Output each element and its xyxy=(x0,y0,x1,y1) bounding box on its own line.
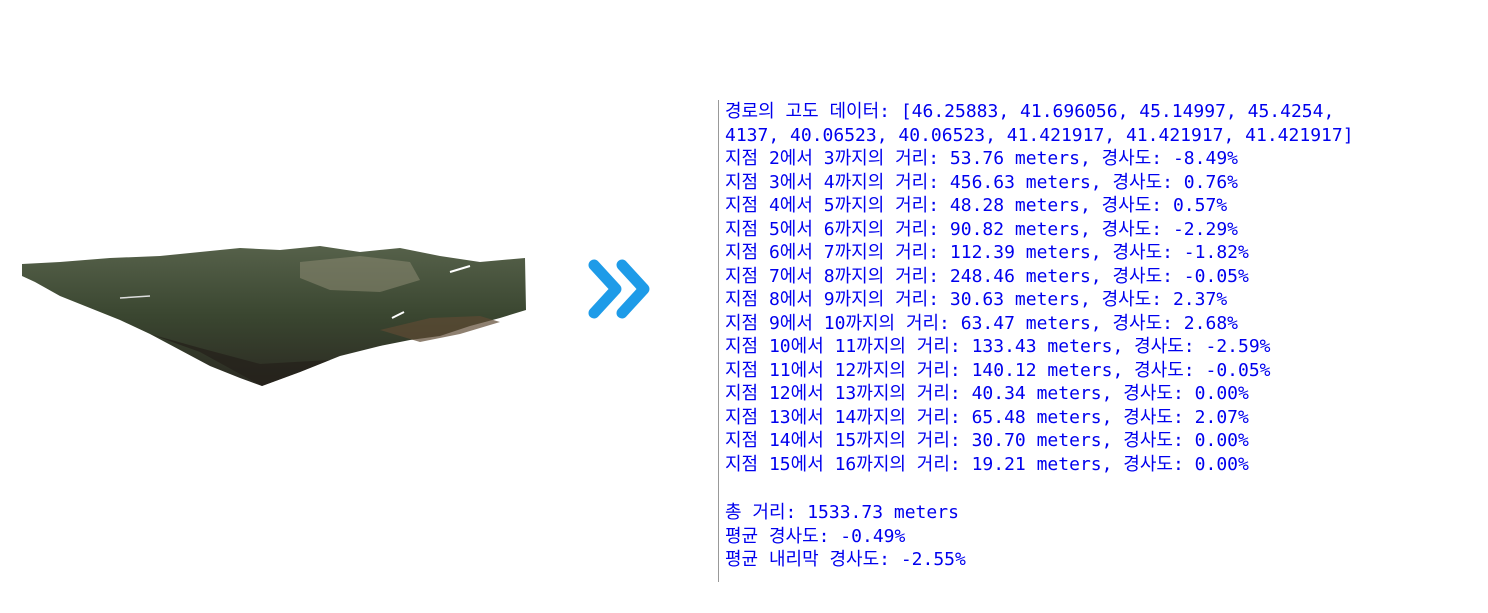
console-line: 지점 10에서 11까지의 거리: 133.43 meters, 경사도: -2… xyxy=(725,336,1271,357)
road xyxy=(449,265,471,273)
console-line: 지점 4에서 5까지의 거리: 48.28 meters, 경사도: 0.57% xyxy=(725,195,1228,216)
console-line: 지점 8에서 9까지의 거리: 30.63 meters, 경사도: 2.37% xyxy=(725,289,1228,310)
console-line: 지점 9에서 10까지의 거리: 63.47 meters, 경사도: 2.68… xyxy=(725,312,1238,334)
road xyxy=(391,311,405,319)
console-line: 지점 6에서 7까지의 거리: 112.39 meters, 경사도: -1.8… xyxy=(725,242,1249,263)
console-line: 경로의 고도 데이터: [46.25883, 41.696056, 45.149… xyxy=(725,101,1335,122)
terrain-ridge xyxy=(380,316,500,342)
console-line: 4137, 40.06523, 40.06523, 41.421917, 41.… xyxy=(725,124,1354,146)
summary-line: 총 거리: 1533.73 meters xyxy=(725,502,959,523)
terrain-illustration xyxy=(22,246,650,386)
console-line: 지점 7에서 8까지의 거리: 248.46 meters, 경사도: -0.0… xyxy=(725,265,1249,287)
arrow-icon xyxy=(588,259,650,319)
console-line: 지점 3에서 4까지의 거리: 456.63 meters, 경사도: 0.76… xyxy=(725,171,1238,193)
road xyxy=(119,295,151,299)
console-line: 지점 14에서 15까지의 거리: 30.70 meters, 경사도: 0.0… xyxy=(725,430,1249,451)
summary-line: 평균 경사도: -0.49% xyxy=(725,525,906,547)
console-output: 경로의 고도 데이터: [46.25883, 41.696056, 45.149… xyxy=(718,100,1478,582)
terrain-valley xyxy=(300,256,420,292)
console-line: 지점 12에서 13까지의 거리: 40.34 meters, 경사도: 0.0… xyxy=(725,383,1249,404)
summary-line: 평균 내리막 경사도: -2.55% xyxy=(725,549,966,570)
console-line: 지점 11에서 12까지의 거리: 140.12 meters, 경사도: -0… xyxy=(725,359,1271,381)
console-line: 지점 15에서 16까지의 거리: 19.21 meters, 경사도: 0.0… xyxy=(725,453,1249,475)
console-line: 지점 2에서 3까지의 거리: 53.76 meters, 경사도: -8.49… xyxy=(725,148,1238,169)
terrain-front xyxy=(150,334,330,386)
console-line: 지점 5에서 6까지의 거리: 90.82 meters, 경사도: -2.29… xyxy=(725,218,1238,240)
console-line: 지점 13에서 14까지의 거리: 65.48 meters, 경사도: 2.0… xyxy=(725,406,1249,428)
spacer xyxy=(725,476,1478,501)
